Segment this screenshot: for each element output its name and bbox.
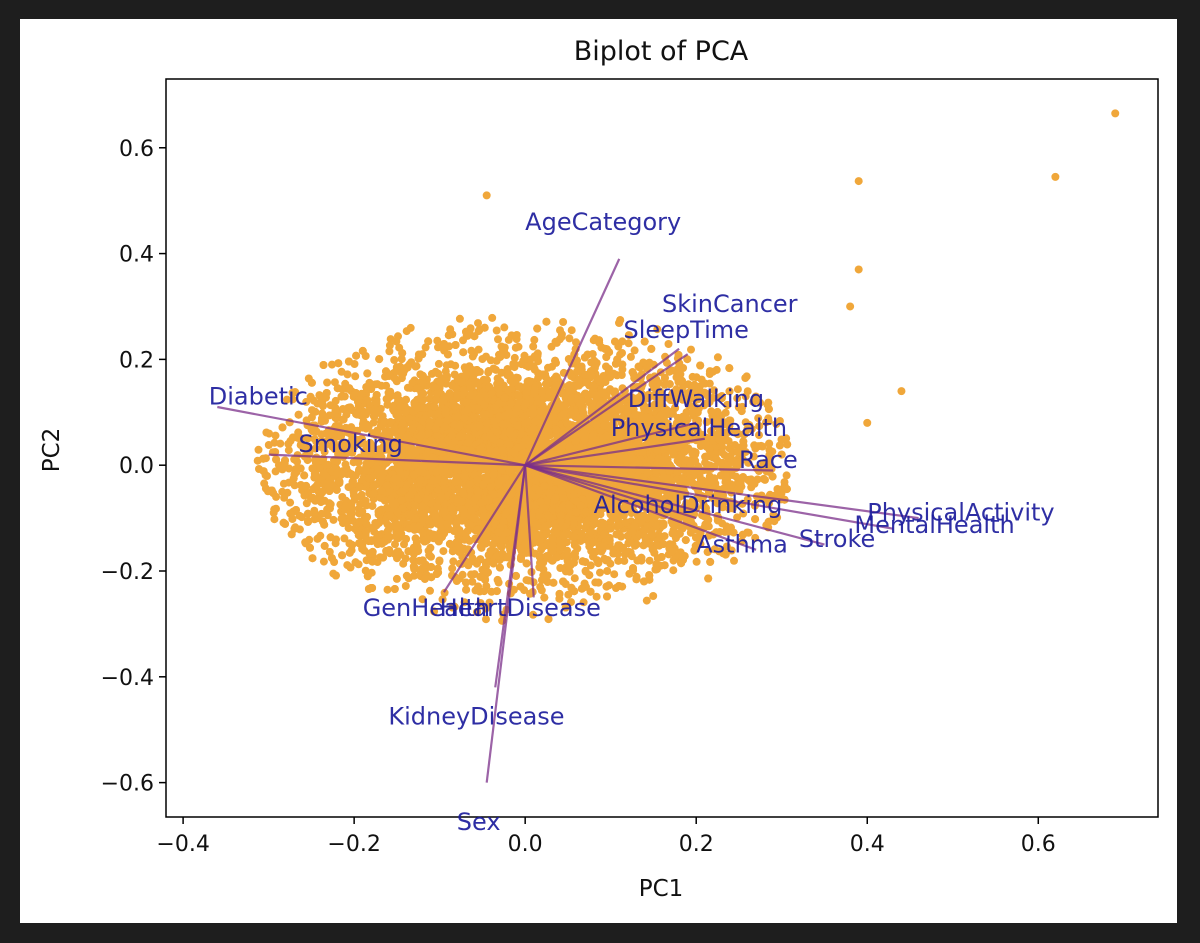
score-point [603, 567, 612, 575]
score-point [642, 596, 651, 605]
score-point [340, 534, 349, 543]
score-point [645, 556, 654, 565]
score-point [710, 386, 718, 395]
score-point [311, 444, 320, 453]
score-point [485, 598, 494, 607]
score-point [500, 323, 509, 332]
score-point [743, 495, 752, 504]
score-point [288, 395, 297, 404]
score-point [448, 564, 457, 573]
score-point [468, 577, 477, 586]
score-point [467, 346, 476, 355]
score-point [323, 511, 332, 520]
score-point [392, 574, 401, 583]
score-point [620, 556, 629, 565]
score-point [692, 557, 701, 566]
score-point [649, 592, 658, 600]
score-point [305, 535, 314, 544]
score-point [328, 360, 336, 369]
score-point [624, 339, 633, 348]
score-point [610, 570, 619, 579]
score-point [401, 582, 410, 590]
score-point [285, 464, 293, 473]
figure: Biplot of PCA AgeCategory SkinCancer Sleep… [20, 19, 1177, 923]
score-point [286, 498, 295, 507]
score-point [254, 445, 263, 454]
score-point [439, 547, 448, 556]
score-point [455, 314, 464, 323]
scores-points [253, 109, 1120, 625]
plot-frame [165, 78, 1159, 818]
score-point [325, 547, 334, 556]
score-point [460, 598, 469, 607]
score-point [283, 395, 291, 404]
score-point [536, 582, 545, 591]
score-point [567, 326, 576, 335]
score-point [399, 559, 408, 568]
score-point [276, 439, 285, 448]
score-point [474, 319, 482, 328]
score-point [391, 540, 399, 549]
score-point [494, 335, 502, 344]
score-point [683, 355, 692, 364]
score-point [474, 345, 483, 354]
score-point [488, 313, 497, 322]
score-point [383, 585, 392, 594]
score-point [421, 343, 430, 352]
score-point [718, 519, 727, 528]
score-point [451, 361, 460, 370]
score-point [385, 347, 394, 356]
score-point [442, 361, 451, 370]
score-point [476, 599, 485, 607]
score-point [709, 367, 717, 376]
score-point [343, 370, 352, 379]
score-point [434, 359, 443, 368]
score-point [579, 598, 588, 607]
score-point [630, 346, 639, 355]
score-point [713, 353, 722, 362]
score-point [530, 335, 539, 344]
biplot-chart: Biplot of PCA AgeCategorySkinCancerSleep… [39, 36, 1159, 902]
chart-title: Biplot of PCA [574, 36, 749, 67]
score-point [739, 509, 748, 518]
score-point [323, 378, 332, 387]
score-point [482, 352, 490, 361]
score-point [559, 318, 568, 326]
score-point [511, 343, 520, 352]
